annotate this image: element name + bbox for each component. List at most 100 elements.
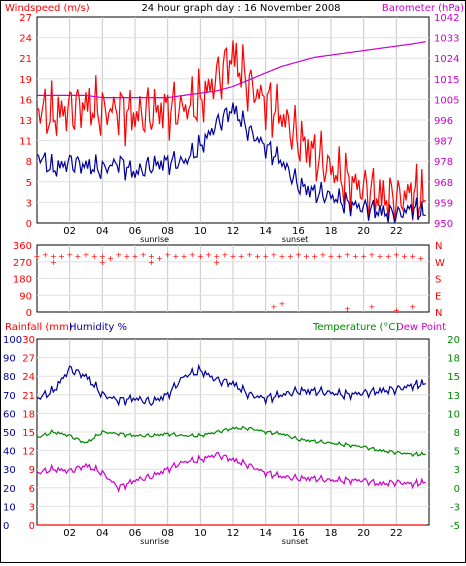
direction-point: + <box>42 250 49 259</box>
direction-point: + <box>352 252 359 261</box>
rainfall-axis-label: Rainfall (mm) <box>5 322 73 333</box>
direction-point: + <box>213 252 220 261</box>
wind-sunrise-label: sunrise <box>140 235 169 244</box>
rainfall-tick-label: 27 <box>22 354 35 365</box>
direction-point: + <box>91 252 98 261</box>
wind-x-tick-label: 10 <box>194 226 207 237</box>
direction-point: + <box>295 250 302 259</box>
direction-point: + <box>172 252 179 261</box>
compass-tick-label: E <box>435 291 441 302</box>
temperature-tick-label: 8 <box>454 428 460 439</box>
direction-point: + <box>254 252 261 261</box>
wind-x-tick-label: 22 <box>390 226 403 237</box>
humidity-tick-label: 90 <box>3 354 16 365</box>
rainfall-tick-label: 21 <box>22 391 35 402</box>
barometer-axis-label: Barometer (hPa) <box>382 3 464 14</box>
direction-tick-label: 360 <box>13 241 32 252</box>
direction-point: + <box>34 252 41 261</box>
direction-point: + <box>417 254 424 263</box>
wind-gust-line <box>36 40 427 224</box>
humidity-tick-label: 20 <box>3 484 16 495</box>
rainfall-tick-label: 30 <box>22 335 35 346</box>
direction-point: + <box>385 252 392 261</box>
direction-point: + <box>123 252 130 261</box>
humidity-axis-label: Humidity % <box>69 322 127 333</box>
humidity-x-tick-label: 10 <box>194 528 207 539</box>
windspeed-tick-label: 0 <box>26 219 32 230</box>
temperature-line <box>36 425 426 458</box>
windspeed-tick-label: 13 <box>19 116 32 127</box>
windspeed-tick-label: 21 <box>19 54 32 65</box>
barometer-tick-label: 1015 <box>434 75 459 86</box>
humidity-tick-label: 50 <box>3 428 16 439</box>
direction-point: + <box>377 252 384 261</box>
direction-point: + <box>230 252 237 261</box>
barometer-tick-label: 1042 <box>434 13 459 24</box>
direction-tick-label: 270 <box>13 258 32 269</box>
humidity-x-tick-label: 22 <box>390 528 403 539</box>
temperature-tick-label: 3 <box>454 465 460 476</box>
direction-tick-label: 0 <box>26 308 32 319</box>
direction-point: + <box>311 252 318 261</box>
windspeed-axis-label: Windspeed (m/s) <box>5 3 90 14</box>
windspeed-tick-label: 8 <box>26 157 32 168</box>
windspeed-tick-label: 16 <box>19 95 32 106</box>
compass-tick-label: S <box>435 275 441 286</box>
humidity-tick-label: 70 <box>3 391 16 402</box>
wind-sunset-label: sunset <box>282 235 309 244</box>
windspeed-tick-label: 5 <box>26 178 32 189</box>
humidity-tick-label: 60 <box>3 409 16 420</box>
direction-point: + <box>189 250 196 259</box>
direction-point: + <box>328 252 335 261</box>
barometer-tick-label: 1005 <box>434 95 459 106</box>
barometer-tick-label: 987 <box>434 137 453 148</box>
rainfall-tick-label: 12 <box>22 447 35 458</box>
direction-point: + <box>58 252 65 261</box>
barometer-tick-label: 1033 <box>434 34 459 45</box>
direction-point: + <box>148 252 155 261</box>
barometer-tick-label: 959 <box>434 198 453 209</box>
direction-point: + <box>368 250 375 259</box>
temperature-tick-label: 5 <box>454 447 460 458</box>
dewpoint-axis-label: Dew Point <box>396 322 446 333</box>
direction-point: + <box>213 258 220 267</box>
direction-point: + <box>156 254 163 263</box>
rainfall-tick-label: 6 <box>29 484 35 495</box>
wind-x-tick-label: 14 <box>259 226 272 237</box>
direction-point: + <box>99 252 106 261</box>
windspeed-tick-label: 24 <box>19 34 32 45</box>
dewpoint-line <box>36 451 426 493</box>
direction-point: + <box>205 250 212 259</box>
humidity-temperature-chart: 1009080706050403020100302724211815129630… <box>3 335 460 546</box>
rainfall-tick-label: 24 <box>22 372 35 383</box>
barometer-tick-label: 950 <box>434 219 453 230</box>
rainfall-tick-label: 0 <box>29 521 35 532</box>
humidity-x-tick-label: 02 <box>63 528 76 539</box>
humidity-x-tick-label: 06 <box>129 528 142 539</box>
humidity-tick-label: 10 <box>3 502 16 513</box>
direction-point: + <box>197 252 204 261</box>
compass-tick-label: N <box>435 241 442 252</box>
direction-point: + <box>409 302 416 311</box>
temperature-tick-label: 15 <box>447 372 460 383</box>
barometer-line <box>37 41 426 99</box>
direction-tick-label: 180 <box>13 275 32 286</box>
humidity-x-tick-label: 08 <box>161 528 174 539</box>
direction-point: + <box>74 252 81 261</box>
direction-point: + <box>303 252 310 261</box>
direction-point: + <box>50 252 57 261</box>
temperature-tick-label: -5 <box>450 521 460 532</box>
compass-tick-label: W <box>435 258 445 269</box>
direction-point: + <box>287 252 294 261</box>
rainfall-tick-label: 15 <box>22 428 35 439</box>
direction-point: + <box>107 254 114 263</box>
temperature-tick-label: -3 <box>450 502 460 513</box>
direction-point: + <box>66 250 73 259</box>
wind-average-line <box>36 102 426 224</box>
temperature-axis-label: Temperature (°C) <box>312 322 399 333</box>
humidity-tick-label: 30 <box>3 465 16 476</box>
direction-point: + <box>279 300 286 309</box>
temperature-tick-label: 10 <box>447 409 460 420</box>
rainfall-tick-label: 18 <box>22 409 35 420</box>
